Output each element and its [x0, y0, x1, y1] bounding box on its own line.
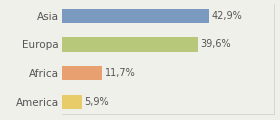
- Text: 39,6%: 39,6%: [200, 39, 231, 49]
- Bar: [62, 95, 82, 109]
- Text: 5,9%: 5,9%: [85, 97, 109, 107]
- Text: 42,9%: 42,9%: [212, 11, 242, 21]
- Bar: [62, 9, 209, 23]
- Bar: [62, 66, 102, 80]
- Bar: [62, 37, 197, 52]
- Text: 11,7%: 11,7%: [104, 68, 135, 78]
